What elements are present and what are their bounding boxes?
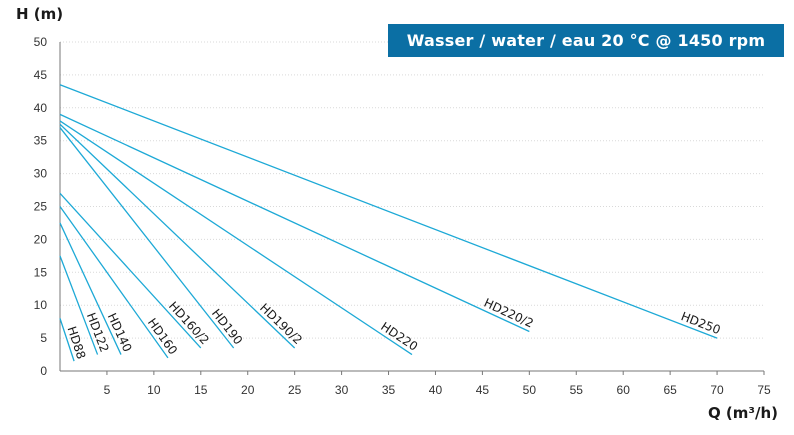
conditions-banner: Wasser / water / eau 20 °C @ 1450 rpm — [388, 24, 784, 57]
x-tick-label: 5 — [104, 383, 111, 397]
x-tick-label: 55 — [570, 383, 584, 397]
x-tick-label: 40 — [429, 383, 443, 397]
x-tick-label: 70 — [710, 383, 724, 397]
conditions-banner-text: Wasser / water / eau 20 °C @ 1450 rpm — [406, 31, 766, 50]
series-lines — [59, 84, 718, 362]
y-tick-label: 0 — [40, 364, 47, 378]
y-tick-label: 30 — [34, 167, 48, 181]
series-line — [59, 222, 122, 355]
y-tick-label: 25 — [34, 200, 48, 214]
x-tick-label: 50 — [523, 383, 537, 397]
y-axis-title: H (m) — [16, 5, 63, 23]
y-tick-labels: 0 5 10 15 20 25 30 35 40 45 50 — [34, 35, 48, 378]
series-label: HD190 — [209, 306, 245, 347]
x-tick-label: 60 — [617, 383, 631, 397]
x-tick-labels: 5 10 15 20 25 30 35 40 45 50 55 60 65 70 75 — [104, 371, 771, 397]
series-line — [59, 113, 530, 333]
x-tick-label: 35 — [382, 383, 396, 397]
x-tick-label: 45 — [476, 383, 490, 397]
series-line — [59, 120, 413, 356]
x-axis-title: Q (m³/h) — [708, 404, 778, 422]
x-tick-label: 25 — [288, 383, 302, 397]
y-tick-label: 45 — [34, 68, 48, 82]
series-line — [59, 84, 718, 339]
y-tick-label: 20 — [34, 232, 48, 246]
series-line — [59, 206, 169, 359]
y-tick-label: 50 — [34, 35, 48, 49]
y-tick-label: 35 — [34, 134, 48, 148]
y-tick-label: 40 — [34, 101, 48, 115]
x-tick-label: 75 — [757, 383, 771, 397]
y-tick-label: 10 — [34, 298, 48, 312]
y-tick-label: 5 — [40, 331, 47, 345]
series-line — [59, 318, 75, 362]
y-gridlines — [60, 41, 764, 339]
x-tick-label: 65 — [663, 383, 677, 397]
x-tick-label: 20 — [241, 383, 255, 397]
series-line — [59, 123, 296, 349]
series-label: HD190/2 — [257, 301, 305, 348]
y-tick-label: 15 — [34, 265, 48, 279]
series-line — [59, 255, 99, 355]
series-label: HD250 — [679, 309, 722, 337]
x-tick-label: 10 — [147, 383, 161, 397]
series-line — [59, 192, 202, 349]
x-tick-label: 15 — [194, 383, 208, 397]
series-line — [59, 127, 235, 349]
x-tick-label: 30 — [335, 383, 349, 397]
